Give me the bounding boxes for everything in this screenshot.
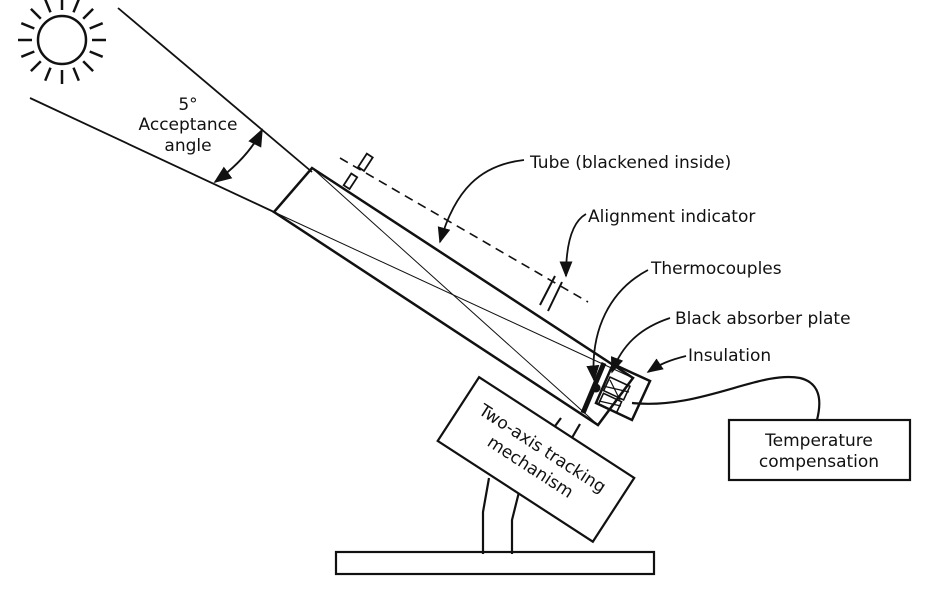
angle-label-line1: Acceptance (139, 115, 238, 135)
alignment-post-a (539, 275, 556, 306)
alignment-post-b (547, 281, 563, 312)
sun-ray (82, 8, 94, 20)
temperature-compensation-box (727, 418, 912, 482)
sun-ray (30, 60, 42, 72)
absorber-label: Black absorber plate (675, 309, 851, 329)
sun-ray (30, 8, 42, 20)
sun-icon (18, 0, 106, 84)
tube-leader-arrow (437, 159, 525, 244)
insulation-leader-arrow (646, 355, 687, 373)
sun-ray (44, 67, 52, 82)
angle-label-line2: angle (164, 136, 211, 156)
sun-ray (89, 50, 104, 58)
cone-line-lower (29, 97, 275, 213)
sun-ray (72, 0, 80, 13)
temperature-label-line1: Temperature (764, 431, 873, 451)
thermocouple-wire (631, 375, 821, 421)
alignment-leader-arrow (559, 213, 587, 278)
tube-label: Tube (blackened inside) (529, 153, 731, 173)
sun-ray (89, 22, 104, 30)
tube-diagonal-2 (273, 211, 634, 379)
sun-ray (72, 67, 80, 82)
sensor-housing (594, 362, 652, 422)
sun-ray (82, 60, 94, 72)
angle-value-label: 5° (178, 95, 197, 115)
tracking-mechanism-box (436, 375, 636, 544)
sun-ray (20, 50, 35, 58)
insulation-label: Insulation (688, 346, 771, 366)
cone-line-upper (117, 7, 313, 173)
thermocouples-leader-arrow (586, 269, 649, 382)
absorber-leader-arrow (610, 317, 671, 374)
thermocouples-label: Thermocouples (650, 259, 782, 279)
acceptance-angle-arc (213, 128, 263, 184)
alignment-sight-front (356, 152, 374, 173)
sun-ray (44, 0, 52, 13)
alignment-sight-rear (342, 172, 359, 191)
tube-diagonal-1 (311, 167, 599, 426)
alignment-dashed-line (339, 157, 589, 303)
sun-ray (20, 22, 35, 30)
temperature-label-line2: compensation (759, 452, 879, 472)
alignment-label: Alignment indicator (588, 207, 755, 227)
thermocouple-junction (591, 383, 601, 393)
